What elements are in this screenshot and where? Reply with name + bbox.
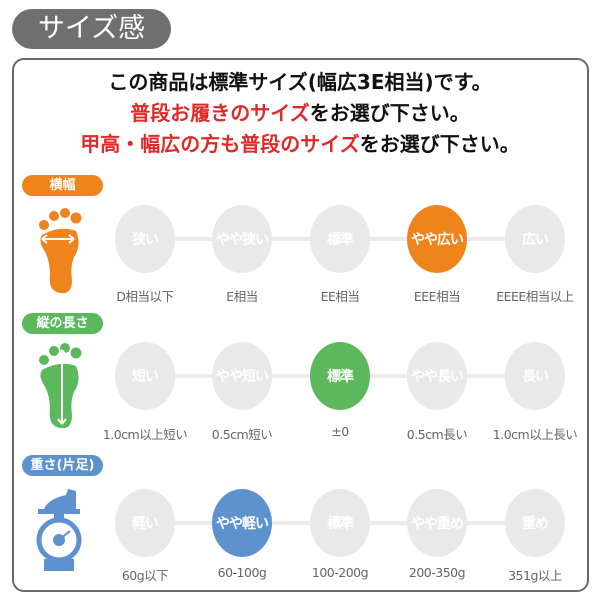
scale-label: 100-200g [311,565,369,580]
scale-label: 60g以下 [121,568,169,583]
scale-option: 短い [115,342,175,410]
scale-option: 重め [505,489,565,557]
scale-option: やや短い [212,342,272,410]
black-text: をお選び下さい。 [359,132,520,156]
scale-label: 1.0cm以上短い [102,427,188,442]
scale-option-selected: やや軽い [212,489,272,557]
row-tag: 重さ(片足) [22,455,103,476]
scale-option: 長い [505,342,565,410]
scale-label: 60-100g [217,565,267,580]
scale-label: EE相当 [320,289,360,304]
scale-option: 標準 [310,205,370,273]
scale-label: E相当 [226,289,258,304]
scale-option-selected: 標準 [310,342,370,410]
row-tag: 縦の長さ [22,313,103,334]
scale-label: 1.0cm以上長い [492,427,578,442]
scale-label: EEEE相当以上 [496,289,574,304]
scale-option-selected: やや広い [407,205,467,273]
black-text: をお選び下さい。 [309,101,470,125]
section-title: サイズ感 [12,9,171,49]
scale-label: EEE相当 [413,289,461,304]
row-tag: 横幅 [22,175,103,196]
header-line-2: 普段お履きのサイズをお選び下さい。 [0,97,600,126]
foot-length-icon [39,343,82,429]
scale-label: 0.5cm短い [211,427,273,442]
foot-width-icon [39,208,82,294]
scale-option: やや重め [407,489,467,557]
scale-label: 200-350g [408,565,466,580]
scale-option: 広い [505,205,565,273]
scale-option: 標準 [310,489,370,557]
red-text: 普段お履きのサイズ [130,101,310,125]
size-panel [12,58,589,592]
scale-label: ±0 [331,424,349,439]
red-text: 甲高・幅広の方も普段のサイズ [80,132,360,156]
header-line-1: この商品は標準サイズ(幅広3E相当)です。 [108,70,492,94]
scale-option: 狭い [115,205,175,273]
scale-option: やや長い [407,342,467,410]
scale-label: D相当以下 [116,289,174,304]
scale-label: 0.5cm長い [406,427,468,442]
header-line-3: 甲高・幅広の方も普段のサイズをお選び下さい。 [0,128,600,157]
scale-label: 351g以上 [508,568,562,583]
scale-icon [36,489,82,571]
scale-option: 軽い [115,489,175,557]
scale-option: やや狭い [212,205,272,273]
